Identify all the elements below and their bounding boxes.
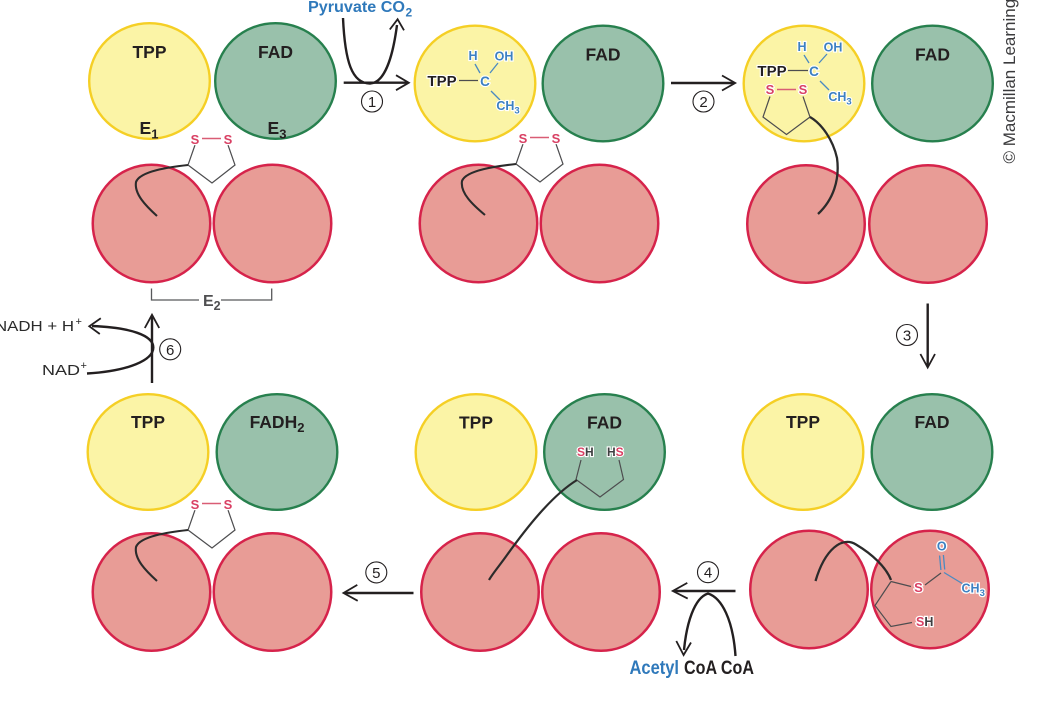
svg-text:+: + [76, 316, 82, 328]
svg-text:H: H [468, 49, 477, 63]
svg-text:S: S [224, 497, 233, 512]
svg-text:Acetyl: Acetyl [630, 658, 680, 679]
svg-text:S: S [914, 580, 923, 595]
svg-text:S: S [552, 131, 561, 146]
svg-text:Pyruvate CO: Pyruvate CO [308, 0, 405, 16]
svg-text:OH: OH [824, 41, 843, 55]
svg-text:S: S [519, 131, 528, 146]
svg-text:SH: SH [577, 445, 594, 459]
svg-text:TPP: TPP [132, 42, 166, 62]
svg-text:1: 1 [368, 94, 376, 111]
svg-text:O: O [937, 540, 947, 554]
svg-text:FADH2: FADH2 [250, 412, 305, 435]
svg-text:CoA CoA: CoA CoA [684, 658, 754, 679]
svg-text:FAD: FAD [587, 413, 622, 433]
svg-text:4: 4 [704, 565, 712, 582]
svg-text:TPP: TPP [427, 73, 456, 90]
svg-text:FAD: FAD [258, 42, 293, 62]
svg-text:S: S [191, 497, 200, 512]
svg-text:FAD: FAD [586, 45, 621, 65]
svg-text:SH: SH [916, 615, 933, 629]
svg-text:© Macmillan Learning: © Macmillan Learning [1000, 0, 1019, 164]
svg-text:+: + [81, 360, 87, 372]
svg-text:6: 6 [166, 342, 174, 359]
svg-text:TPP: TPP [131, 412, 165, 432]
svg-text:C: C [809, 64, 819, 79]
svg-text:2: 2 [699, 94, 707, 111]
svg-text:OH: OH [495, 50, 514, 64]
svg-text:NADH + H: NADH + H [0, 318, 74, 335]
svg-text:TPP: TPP [459, 413, 493, 433]
svg-text:HS: HS [607, 445, 624, 459]
svg-text:TPP: TPP [786, 412, 820, 432]
svg-text:FAD: FAD [915, 412, 950, 432]
svg-text:5: 5 [372, 565, 380, 582]
svg-text:CH3: CH3 [496, 99, 519, 117]
svg-text:S: S [191, 132, 200, 147]
svg-text:C: C [480, 74, 490, 89]
svg-text:2: 2 [406, 6, 413, 20]
svg-text:NAD: NAD [42, 362, 80, 379]
svg-text:H: H [797, 40, 806, 54]
svg-text:CH3: CH3 [962, 582, 985, 600]
svg-text:S: S [799, 82, 808, 97]
svg-text:FAD: FAD [915, 45, 950, 65]
svg-text:CH3: CH3 [828, 90, 851, 108]
svg-text:TPP: TPP [757, 63, 786, 80]
svg-text:S: S [766, 82, 775, 97]
svg-text:S: S [224, 132, 233, 147]
svg-text:3: 3 [903, 328, 911, 345]
